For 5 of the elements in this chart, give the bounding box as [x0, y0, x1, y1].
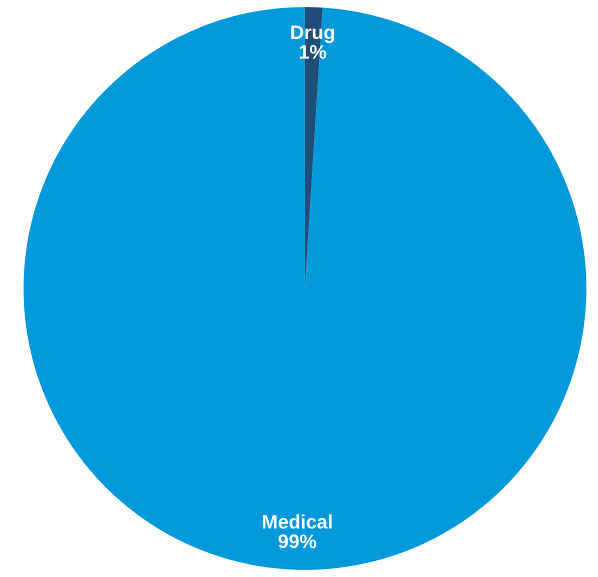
data-label: 99% [278, 534, 316, 548]
slice-label: Drug [291, 26, 334, 44]
pie-slice [24, 7, 586, 570]
data-label: 1% [300, 45, 326, 59]
slice-label: Medical [262, 514, 332, 529]
